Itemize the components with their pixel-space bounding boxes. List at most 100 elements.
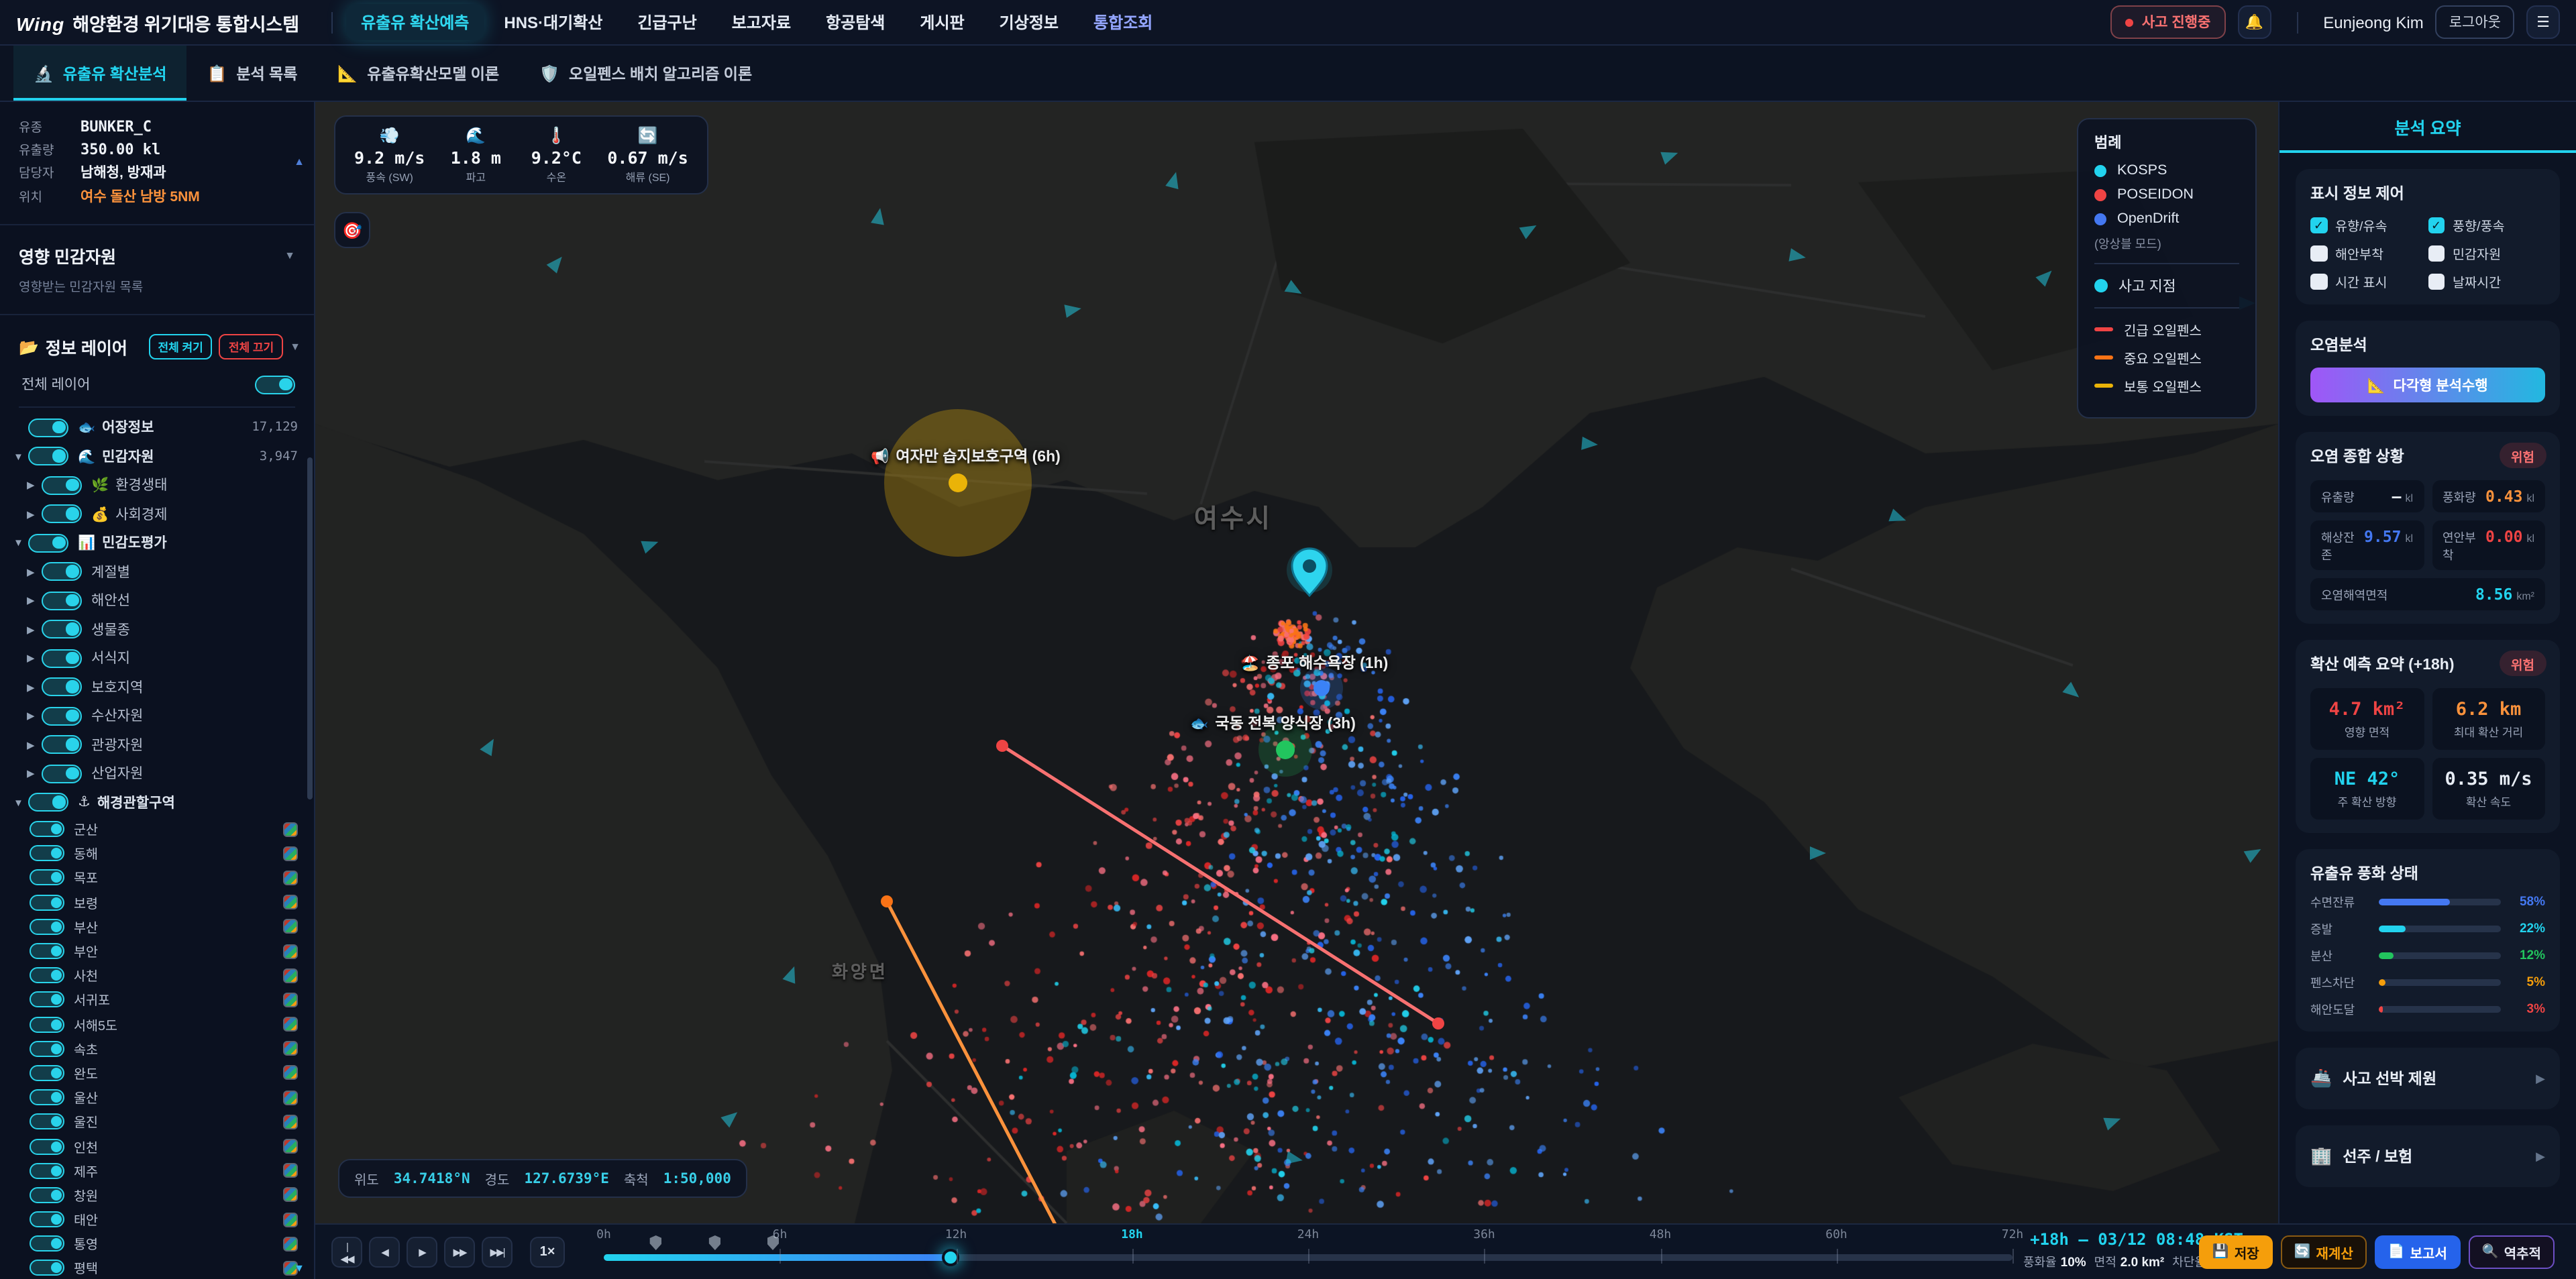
layer-toggle[interactable] xyxy=(42,504,82,524)
tab-유출유확산모델-이론[interactable]: 📐 유출유확산모델 이론 xyxy=(317,46,519,101)
region-toggle[interactable] xyxy=(30,1235,64,1252)
region-style-icon[interactable] xyxy=(283,1041,298,1056)
layer-toggle[interactable] xyxy=(28,418,68,437)
expander-icon[interactable]: ▶ xyxy=(27,710,35,722)
expander-icon[interactable]: ▶ xyxy=(27,508,35,520)
region-toggle[interactable] xyxy=(30,1211,64,1228)
expander-icon[interactable]: ▼ xyxy=(13,796,23,809)
impact-section-header[interactable]: 영향 민감자원 ▼ xyxy=(0,231,314,274)
sidebar-scrollbar[interactable] xyxy=(307,457,313,799)
region-style-icon[interactable] xyxy=(283,992,298,1007)
region-style-icon[interactable] xyxy=(283,1065,298,1080)
region-toggle[interactable] xyxy=(30,1260,64,1276)
layer-toggle[interactable] xyxy=(42,677,82,697)
region-toggle[interactable] xyxy=(30,894,64,911)
notifications-button[interactable]: 🔔 xyxy=(2237,5,2271,39)
checkbox-unchecked[interactable] xyxy=(2310,273,2327,290)
polygon-analysis-button[interactable]: 📐 다각형 분석수행 xyxy=(2310,368,2545,402)
layers-all-off-button[interactable]: 전체 끄기 xyxy=(219,334,284,359)
layer-toggle[interactable] xyxy=(28,793,68,812)
slider-handle[interactable] xyxy=(941,1248,959,1266)
layer-item-서식지[interactable]: ▶ 서식지 xyxy=(0,644,314,673)
menu-button[interactable]: ☰ xyxy=(2526,5,2560,39)
layer-item-산업자원[interactable]: ▶ 산업자원 xyxy=(0,759,314,788)
layer-toggle[interactable] xyxy=(42,562,82,581)
region-style-icon[interactable] xyxy=(283,895,298,910)
region-style-icon[interactable] xyxy=(283,1017,298,1032)
region-item-제주[interactable]: 제주 xyxy=(0,1158,314,1182)
layer-item-사회경제[interactable]: ▶ 💰 사회경제 xyxy=(0,500,314,529)
region-style-icon[interactable] xyxy=(283,1212,298,1227)
region-toggle[interactable] xyxy=(30,821,64,838)
region-toggle[interactable] xyxy=(30,1089,64,1106)
display-option-날짜시간[interactable]: 날짜시간 xyxy=(2428,272,2545,291)
fast-forward-button[interactable]: ▶▶ xyxy=(444,1237,475,1268)
playback-speed-button[interactable]: 1× xyxy=(530,1237,565,1268)
region-item-울진[interactable]: 울진 xyxy=(0,1110,314,1134)
expander-icon[interactable]: ▶ xyxy=(27,767,35,780)
time-slider[interactable]: 0h 6h 12h 18h 24h 36h 48h 60h 72h xyxy=(596,1225,2023,1279)
layer-item-보호지역[interactable]: ▶ 보호지역 xyxy=(0,673,314,702)
expander-icon[interactable]: ▶ xyxy=(27,565,35,578)
region-style-icon[interactable] xyxy=(283,968,298,983)
checkbox-unchecked[interactable] xyxy=(2310,245,2327,262)
display-option-해안부착[interactable]: 해안부착 xyxy=(2310,244,2428,263)
nav-item-긴급구난[interactable]: 긴급구난 xyxy=(637,13,697,32)
region-item-보령[interactable]: 보령 xyxy=(0,890,314,914)
layer-item-민감자원[interactable]: ▼ 🌊 민감자원 3,947 xyxy=(0,442,314,471)
region-item-부안[interactable]: 부안 xyxy=(0,939,314,963)
step-back-button[interactable]: ◀ xyxy=(369,1237,400,1268)
region-style-icon[interactable] xyxy=(283,1163,298,1178)
region-item-인천[interactable]: 인천 xyxy=(0,1134,314,1158)
scroll-down-icon[interactable]: ▼ xyxy=(294,1262,305,1274)
checkbox-checked[interactable]: ✓ xyxy=(2310,217,2327,234)
action-역추적-button[interactable]: 🔍 역추적 xyxy=(2468,1235,2555,1269)
region-toggle[interactable] xyxy=(30,1138,64,1155)
layers-all-on-button[interactable]: 전체 켜기 xyxy=(148,334,213,359)
region-item-군산[interactable]: 군산 xyxy=(0,817,314,841)
expander-icon[interactable]: ▶ xyxy=(27,479,35,492)
master-layer-toggle[interactable] xyxy=(255,375,295,394)
nav-item-통합조회[interactable]: 통합조회 xyxy=(1093,13,1153,32)
region-style-icon[interactable] xyxy=(283,919,298,934)
tab-오일펜스-배치-알고리즘-이론[interactable]: 🛡️ 오일펜스 배치 알고리즘 이론 xyxy=(519,46,772,101)
region-item-창원[interactable]: 창원 xyxy=(0,1183,314,1207)
region-style-icon[interactable] xyxy=(283,1114,298,1129)
region-style-icon[interactable] xyxy=(283,1187,298,1203)
layer-toggle[interactable] xyxy=(28,533,68,553)
region-item-속초[interactable]: 속초 xyxy=(0,1036,314,1060)
nav-item-항공탐색[interactable]: 항공탐색 xyxy=(826,13,885,32)
region-item-동해[interactable]: 동해 xyxy=(0,841,314,865)
nav-item-보고자료[interactable]: 보고자료 xyxy=(731,13,792,32)
region-style-icon[interactable] xyxy=(283,1260,298,1276)
layer-toggle[interactable] xyxy=(42,735,82,755)
region-style-icon[interactable] xyxy=(283,944,298,959)
region-toggle[interactable] xyxy=(30,1064,64,1081)
display-option-유향/유속[interactable]: ✓ 유향/유속 xyxy=(2310,216,2428,235)
nav-item-유출유-확산예측[interactable]: 유출유 확산예측 xyxy=(346,4,484,40)
skip-start-button[interactable]: |◀◀ xyxy=(331,1237,362,1268)
layer-item-계절별[interactable]: ▶ 계절별 xyxy=(0,557,314,586)
layer-toggle[interactable] xyxy=(42,476,82,495)
region-style-icon[interactable] xyxy=(283,822,298,837)
region-toggle[interactable] xyxy=(30,869,64,886)
recenter-target-button[interactable]: 🎯 xyxy=(334,212,370,248)
region-style-icon[interactable] xyxy=(283,1090,298,1105)
layer-toggle[interactable] xyxy=(42,706,82,726)
checkbox-checked[interactable]: ✓ xyxy=(2428,217,2445,234)
region-item-평택[interactable]: 평택 xyxy=(0,1256,314,1279)
nav-item-HNS·대기확산[interactable]: HNS·대기확산 xyxy=(504,13,603,32)
section-card-선주-/-보험[interactable]: 🏢 선주 / 보험 ▶ xyxy=(2296,1125,2560,1187)
layer-item-생물종[interactable]: ▶ 생물종 xyxy=(0,615,314,644)
expander-icon[interactable]: ▶ xyxy=(27,594,35,607)
map-canvas-area[interactable]: 여수시 화양면 📢 여자만 습지보호구역 (6h) 🏖️ 종포 해수욕장 (1h) 🐟 국동 … xyxy=(315,102,2278,1223)
layer-item-수산자원[interactable]: ▶ 수산자원 xyxy=(0,702,314,730)
display-option-풍향/풍속[interactable]: ✓ 풍향/풍속 xyxy=(2428,216,2545,235)
layer-toggle[interactable] xyxy=(42,649,82,668)
tab-유출유-확산분석[interactable]: 🔬 유출유 확산분석 xyxy=(13,46,187,101)
region-item-완도[interactable]: 완도 xyxy=(0,1061,314,1085)
layer-item-어장정보[interactable]: 🐟 어장정보 17,129 xyxy=(0,413,314,442)
section-card-사고-선박-제원[interactable]: 🚢 사고 선박 제원 ▶ xyxy=(2296,1048,2560,1109)
nav-item-기상정보[interactable]: 기상정보 xyxy=(999,13,1059,32)
slider-track[interactable] xyxy=(604,1248,2012,1266)
